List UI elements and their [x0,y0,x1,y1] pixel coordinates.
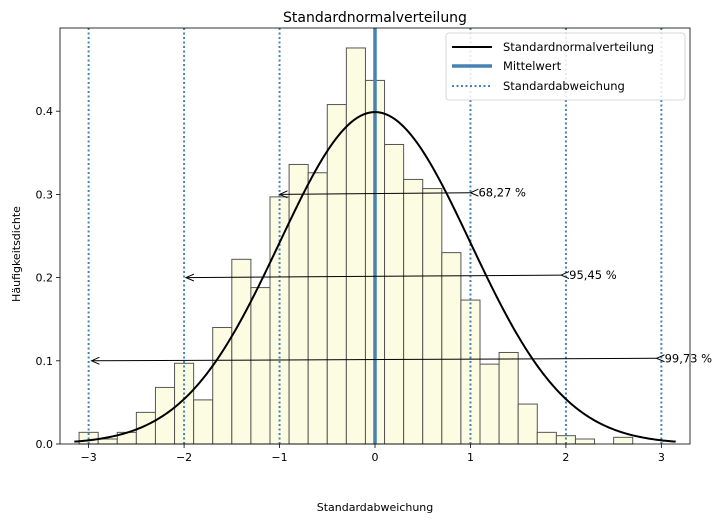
x-tick-label: 3 [658,451,665,464]
annotation-label: 99,73 % [665,351,713,365]
histogram-bar [536,431,557,445]
x-tick-label: −3 [81,451,97,464]
y-tick-label: 0.4 [36,105,54,118]
histogram-bar [97,438,118,445]
y-axis-label: Häufigkeitsdichte [10,206,23,302]
x-tick-label: −1 [271,451,287,464]
histogram-bar [403,178,424,445]
histogram-bar [384,143,405,445]
annotation-arrow [280,193,471,195]
x-tick-label: 2 [562,451,569,464]
y-tick-label: 0.1 [36,355,54,368]
histogram-bar [326,104,347,445]
annotations: 68,27 % 95,45 % 99,73 % [92,186,713,365]
legend: Standardnormalverteilung Mittelwert Stan… [445,32,686,101]
histogram-bar [517,403,538,445]
histogram-bar [212,327,233,445]
y-tick-label: 0.3 [36,188,54,201]
normal-curve-path [74,111,676,443]
legend-item-std: Standardabweichung [503,79,625,93]
legend-item-mean: Mittelwert [503,59,562,73]
chart-title: Standardnormalverteilung [283,10,467,26]
histogram-bar [345,47,366,445]
histogram-bar [498,351,519,445]
histogram-bar [154,386,176,445]
histogram-bar [193,399,214,445]
legend-box [445,32,686,101]
histogram-bar [441,252,462,445]
annotation-label: 68,27 % [478,186,526,200]
x-tick-label: 1 [467,451,474,464]
annotation-label: 95,45 % [569,268,617,282]
x-axis-ticks: −3 −2 −1 0 1 2 3 [81,444,665,464]
histogram-bar [231,258,252,445]
legend-item-curve: Standardnormalverteilung [503,40,654,54]
histogram-bar [613,436,634,445]
annotation-arrow [92,358,657,360]
y-tick-label: 0.0 [36,438,54,451]
y-tick-label: 0.2 [36,272,54,285]
x-axis-label: Standardabweichung [317,501,434,514]
histogram-bar [479,363,500,445]
y-axis-ticks: 0.0 0.1 0.2 0.3 0.4 [36,105,60,451]
x-tick-label: −2 [176,451,192,464]
histogram-bars [78,47,634,445]
histogram-bar [422,188,443,445]
histogram-bar [288,163,309,445]
annotation-arrow [186,275,561,277]
histogram-bar [250,287,271,445]
normal-curve [74,111,676,443]
x-tick-label: 0 [372,451,379,464]
histogram-bar [307,172,328,445]
histogram-bar [574,438,596,445]
